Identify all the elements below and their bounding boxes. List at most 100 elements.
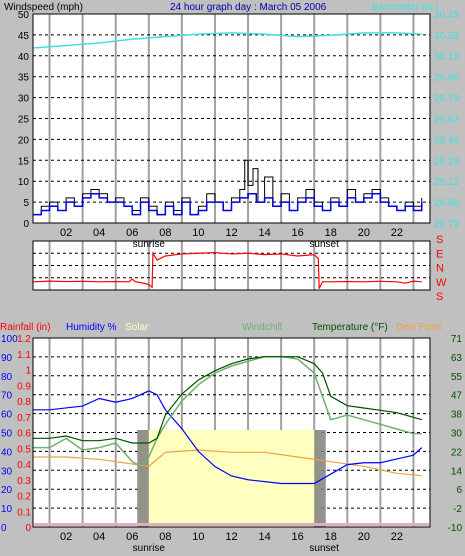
windspeed-tick-label: 25 xyxy=(18,115,30,126)
x-tick-label: 14 xyxy=(258,531,270,543)
x-tick-label: 16 xyxy=(292,531,304,543)
direction-tick-label: S xyxy=(436,234,443,246)
barometer-tick-label: 29.62 xyxy=(434,115,459,126)
humidity-tick-label: 70 xyxy=(1,391,13,402)
temperature-tick-label: -2 xyxy=(453,504,462,515)
sunrise-label: sunrise xyxy=(133,543,166,554)
sunset-shade xyxy=(314,430,326,527)
barometer-tick-label: 29.79 xyxy=(434,94,459,105)
x-tick-label: 18 xyxy=(325,227,337,239)
windspeed-tick-label: 20 xyxy=(18,135,30,146)
x-tick-label: 02 xyxy=(60,531,72,543)
rainfall-axis-label: Rainfall (in) xyxy=(0,322,51,333)
humidity-tick-label: 80 xyxy=(1,372,13,383)
x-tick-label: 10 xyxy=(192,227,204,239)
rainfall-tick-label: 0.6 xyxy=(17,429,31,440)
x-tick-label: 20 xyxy=(358,227,370,239)
rainfall-bar xyxy=(34,523,429,526)
x-tick-label: 10 xyxy=(192,531,204,543)
rainfall-tick-label: 0.9 xyxy=(17,381,31,392)
x-tick-label: 04 xyxy=(93,531,105,543)
rainfall-tick-label: 0.4 xyxy=(17,460,31,471)
rainfall-tick-label: 1 xyxy=(25,366,31,377)
x-tick-label: 12 xyxy=(225,227,237,239)
rainfall-tick-label: 0.7 xyxy=(17,413,31,424)
humidity-tick-label: 40 xyxy=(1,447,13,458)
rainfall-tick-label: 0.3 xyxy=(17,476,31,487)
graph-title: 24 hour graph day : March 05 2006 xyxy=(170,2,327,13)
windspeed-average-line xyxy=(33,192,423,216)
windspeed-tick-label: 15 xyxy=(18,156,30,167)
temperature-tick-label: 47 xyxy=(451,391,463,402)
barometer-tick-label: 29.46 xyxy=(434,135,459,146)
windspeed-tick-label: 10 xyxy=(18,177,30,188)
x-tick-label: 06 xyxy=(126,531,138,543)
direction-tick-label: E xyxy=(436,248,443,260)
temperature-tick-label: 14 xyxy=(451,466,463,477)
temperature-tick-label: 63 xyxy=(451,353,463,364)
temperature-label: Temperature (°F) xyxy=(312,322,388,333)
barometer-tick-label: 30.12 xyxy=(434,52,459,63)
x-tick-label: 08 xyxy=(159,227,171,239)
rainfall-tick-label: 0.2 xyxy=(17,492,31,503)
windspeed-tick-label: 5 xyxy=(23,198,29,209)
rainfall-tick-label: 0.1 xyxy=(17,507,31,518)
humidity-tick-label: 50 xyxy=(1,429,13,440)
barometer-tick-label: 29.12 xyxy=(434,177,459,188)
dewpoint-line xyxy=(33,449,422,477)
x-tick-label: 14 xyxy=(258,227,270,239)
temperature-line xyxy=(33,356,422,444)
barometer-line xyxy=(32,32,422,49)
rainfall-tick-label: 0 xyxy=(25,523,31,534)
windspeed-tick-label: 35 xyxy=(18,73,30,84)
temperature-tick-label: 38 xyxy=(451,410,463,421)
solar-area xyxy=(138,430,321,527)
dewpoint-label: Dew Point xyxy=(396,322,442,333)
temperature-tick-label: 6 xyxy=(456,485,462,496)
x-tick-label: 02 xyxy=(60,227,72,239)
x-tick-label: 18 xyxy=(325,531,337,543)
barometer-tick-label: 28.96 xyxy=(434,198,459,209)
windspeed-tick-label: 30 xyxy=(18,94,30,105)
rainfall-tick-label: 1.2 xyxy=(17,334,31,345)
barometer-tick-label: 30.45 xyxy=(434,10,459,21)
barometer-tick-label: 30.29 xyxy=(434,31,459,42)
humidity-label: Humidity % xyxy=(66,322,117,333)
temperature-tick-label: 71 xyxy=(451,334,463,345)
temperature-tick-label: 55 xyxy=(451,372,463,383)
humidity-tick-label: 60 xyxy=(1,410,13,421)
x-tick-label: 12 xyxy=(225,531,237,543)
barometer-tick-label: 29.96 xyxy=(434,73,459,84)
barometer-axis-label: Barometer (in.) xyxy=(372,2,439,13)
barometer-tick-label: 28.79 xyxy=(434,219,459,230)
temperature-tick-label: -10 xyxy=(448,523,463,534)
rainfall-tick-label: 0.5 xyxy=(17,444,31,455)
direction-tick-label: S xyxy=(436,291,443,303)
sunrise-shade xyxy=(137,430,149,527)
humidity-tick-label: 10 xyxy=(1,504,13,515)
x-tick-label: 08 xyxy=(159,531,171,543)
plot-border-1 xyxy=(32,13,431,224)
humidity-tick-label: 90 xyxy=(1,353,13,364)
windchill-line xyxy=(33,355,422,468)
x-tick-label: 22 xyxy=(391,531,403,543)
barometer-tick-label: 29.29 xyxy=(434,156,459,167)
windspeed-tick-label: 50 xyxy=(18,10,30,21)
windspeed-tick-label: 0 xyxy=(23,219,29,230)
plot-border-2 xyxy=(32,240,431,291)
humidity-tick-label: 0 xyxy=(1,523,7,534)
rainfall-tick-label: 0.8 xyxy=(17,397,31,408)
direction-tick-label: W xyxy=(436,277,447,289)
solar-label: Solar xyxy=(125,322,149,333)
windspeed-tick-label: 40 xyxy=(18,52,30,63)
sunset-label: sunset xyxy=(309,239,339,250)
humidity-tick-label: 30 xyxy=(1,466,13,477)
x-tick-label: 16 xyxy=(292,227,304,239)
humidity-tick-label: 100 xyxy=(1,334,18,345)
direction-tick-label: N xyxy=(436,263,444,275)
x-tick-label: 06 xyxy=(126,227,138,239)
wind-direction-line xyxy=(32,251,422,289)
sunset-label: sunset xyxy=(309,543,339,554)
